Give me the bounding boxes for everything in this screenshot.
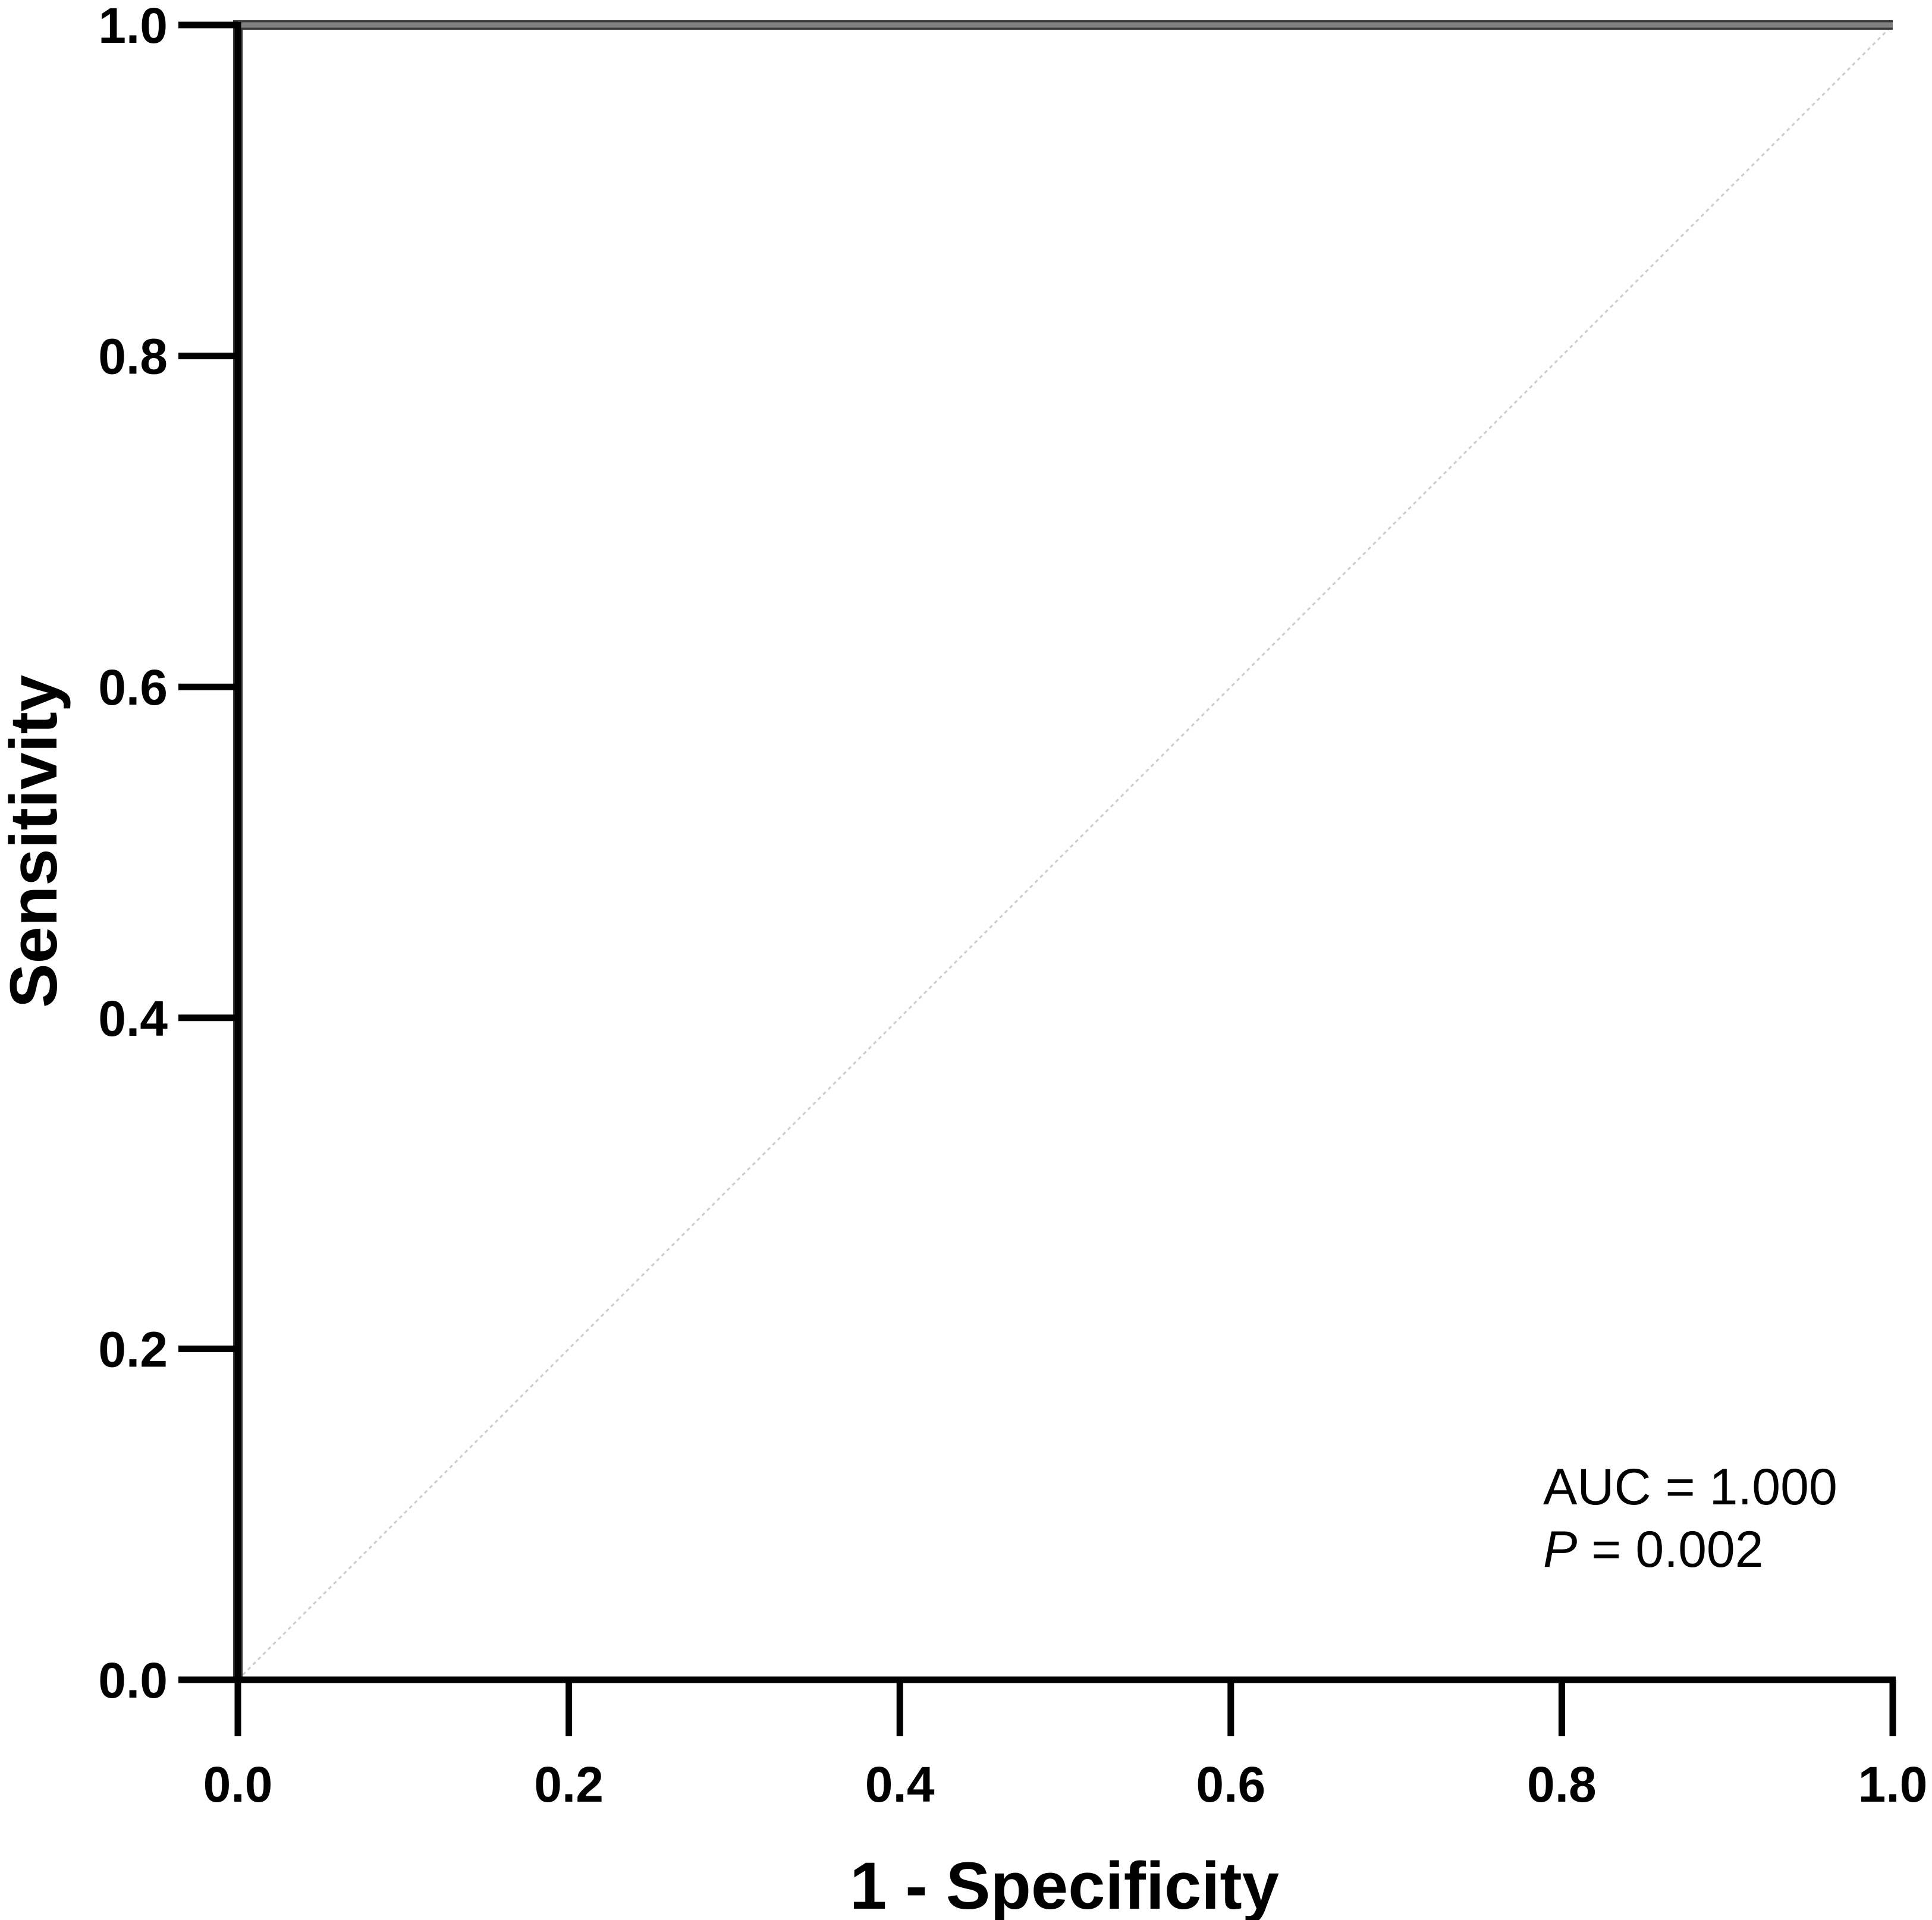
y-ticks: 0.0 0.2 0.4 0.6 0.8 1.0 (98, 0, 238, 1708)
x-tick-label: 0.4 (865, 1756, 935, 1812)
x-tick-label: 0.8 (1527, 1756, 1597, 1812)
p-value-annotation: P = 0.002 (1543, 1521, 1764, 1578)
y-tick-label: 0.2 (98, 1321, 168, 1377)
auc-annotation: AUC = 1.000 (1543, 1459, 1837, 1516)
x-tick-label: 0.0 (203, 1756, 273, 1812)
x-tick-label: 0.6 (1196, 1756, 1265, 1812)
x-tick-label: 1.0 (1858, 1756, 1928, 1812)
y-tick-label: 1.0 (98, 0, 168, 54)
p-value-text: = 0.002 (1577, 1521, 1763, 1578)
y-tick-label: 0.8 (98, 329, 168, 385)
p-symbol: P (1543, 1521, 1577, 1578)
reference-diagonal-line (237, 24, 1894, 1681)
y-tick-label: 0.0 (98, 1652, 168, 1708)
y-tick-label: 0.6 (98, 659, 168, 715)
axes-layer (234, 22, 1896, 1683)
x-tick-label: 0.2 (534, 1756, 604, 1812)
reference-diagonal-layer (237, 24, 1894, 1681)
y-tick-label: 0.4 (98, 991, 168, 1047)
x-ticks: 0.0 0.2 0.4 0.6 0.8 1.0 (203, 1680, 1928, 1812)
x-axis-title: 1 - Specificity (850, 1849, 1279, 1920)
y-axis-title: Sensitivity (0, 675, 71, 1008)
